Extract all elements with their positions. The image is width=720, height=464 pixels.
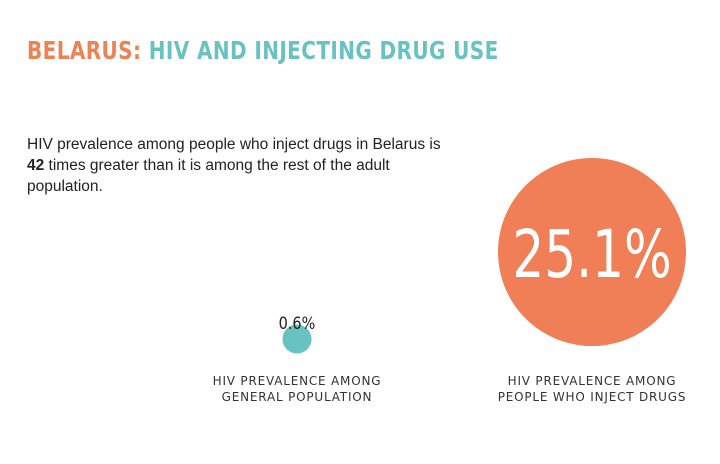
intro-after: times greater than it is among the rest … xyxy=(27,156,390,195)
pwid-value-label: 25.1% xyxy=(512,216,671,293)
title-topic: HIV AND INJECTING DRUG USE xyxy=(148,36,499,65)
general-population-value-label: 0.6% xyxy=(279,313,316,333)
page-title: BELARUS: HIV AND INJECTING DRUG USE xyxy=(27,36,499,65)
title-country: BELARUS: xyxy=(27,36,142,65)
general-population-bubble xyxy=(282,324,312,354)
intro-highlight: 42 xyxy=(27,156,45,174)
general-population-category-label-line2: GENERAL POPULATION xyxy=(222,390,373,404)
intro-text: HIV prevalence among people who inject d… xyxy=(27,134,457,197)
general-population-category-label-line1: HIV PREVALENCE AMONG xyxy=(213,374,382,388)
pwid-bubble xyxy=(498,158,686,346)
pwid-category-label-line1: HIV PREVALENCE AMONG xyxy=(508,374,677,388)
pwid-category-label-line2: PEOPLE WHO INJECT DRUGS xyxy=(498,390,687,404)
intro-before: HIV prevalence among people who inject d… xyxy=(27,135,441,153)
